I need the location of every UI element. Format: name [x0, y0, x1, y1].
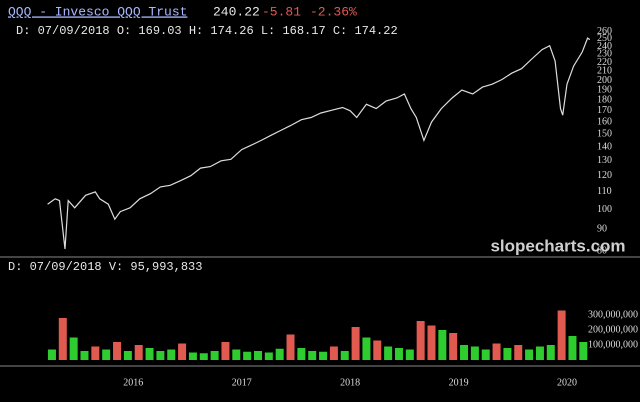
volume-bar [286, 334, 295, 360]
volume-bar [47, 349, 56, 360]
volume-bar [340, 351, 349, 360]
price-change: -5.81 [262, 4, 301, 19]
x-tick-label: 2018 [340, 377, 360, 388]
y-tick-label: 140 [597, 141, 612, 152]
y-tick-label: 220 [597, 57, 612, 68]
volume-bar [557, 310, 566, 360]
price-change-pct: -2.36% [310, 4, 357, 19]
volume-bar [351, 327, 360, 360]
volume-bar [91, 346, 100, 360]
volume-bar [264, 352, 273, 360]
volume-bar [503, 348, 512, 360]
y-tick-label: 210 [597, 66, 612, 77]
y-tick-label: 300,000,000 [588, 309, 638, 320]
volume-bar [329, 346, 338, 360]
volume-bar [80, 351, 89, 360]
y-tick-label: 190 [597, 84, 612, 95]
y-tick-label: 90 [597, 224, 607, 235]
volume-bar [253, 351, 262, 360]
volume-bar [58, 318, 67, 360]
volume-bar [546, 345, 555, 360]
x-tick-label: 2017 [232, 377, 252, 388]
x-tick-label: 2020 [557, 377, 577, 388]
y-tick-label: 180 [597, 94, 612, 105]
volume-bar [102, 349, 111, 360]
volume-bar [460, 345, 469, 360]
volume-bar [123, 351, 132, 360]
volume-bar [297, 348, 306, 360]
volume-bar [221, 342, 230, 360]
y-tick-label: 150 [597, 128, 612, 139]
volume-bar [394, 348, 403, 360]
y-tick-label: 200,000,000 [588, 324, 638, 335]
volume-bar [405, 349, 414, 360]
volume-bar [384, 346, 393, 360]
ohlc-info: D: 07/09/2018 O: 169.03 H: 174.26 L: 168… [16, 24, 398, 38]
volume-bar [113, 342, 122, 360]
y-tick-label: 200 [597, 75, 612, 86]
volume-bar [167, 349, 176, 360]
y-tick-label: 250 [597, 33, 612, 44]
volume-bar [156, 351, 165, 360]
volume-bar [210, 351, 219, 360]
volume-bar [188, 352, 197, 360]
volume-bar [492, 343, 501, 360]
volume-bar [275, 348, 284, 360]
volume-bar [178, 343, 187, 360]
volume-bar [470, 346, 479, 360]
y-tick-label: 110 [597, 186, 612, 197]
y-tick-label: 100,000,000 [588, 339, 638, 350]
x-tick-label: 2016 [123, 377, 143, 388]
volume-bar [416, 321, 425, 360]
price-line [47, 37, 591, 250]
volume-bar [145, 348, 154, 360]
x-tick-label: 2019 [449, 377, 469, 388]
volume-bar [199, 353, 208, 360]
volume-bar [427, 325, 436, 360]
volume-bar [438, 330, 447, 360]
y-tick-label: 170 [597, 105, 612, 116]
volume-bar [232, 349, 241, 360]
symbol-title[interactable]: QQQ - Invesco QQQ Trust [8, 4, 187, 19]
volume-info: D: 07/09/2018 V: 95,993,833 [8, 260, 202, 274]
volume-bar [535, 346, 544, 360]
watermark: slopecharts.com [490, 236, 625, 255]
volume-bar [481, 349, 490, 360]
volume-bar [243, 351, 252, 360]
y-tick-label: 240 [597, 41, 612, 52]
volume-bar [134, 345, 143, 360]
y-tick-label: 230 [597, 49, 612, 60]
volume-bar [373, 340, 382, 360]
volume-bar [69, 337, 78, 360]
volume-bar [362, 337, 371, 360]
y-tick-label: 130 [597, 155, 612, 166]
volume-bar [525, 349, 534, 360]
volume-bar [449, 333, 458, 360]
y-tick-label: 120 [597, 170, 612, 181]
y-tick-label: 260 [597, 26, 612, 37]
last-price: 240.22 [213, 4, 260, 19]
y-tick-label: 160 [597, 116, 612, 127]
y-tick-label: 100 [597, 204, 612, 215]
volume-bar [579, 342, 588, 360]
volume-bar [308, 351, 317, 360]
volume-bar [514, 345, 523, 360]
y-tick-label: 80 [597, 246, 607, 257]
volume-bar [568, 336, 577, 360]
volume-bar [319, 351, 328, 360]
